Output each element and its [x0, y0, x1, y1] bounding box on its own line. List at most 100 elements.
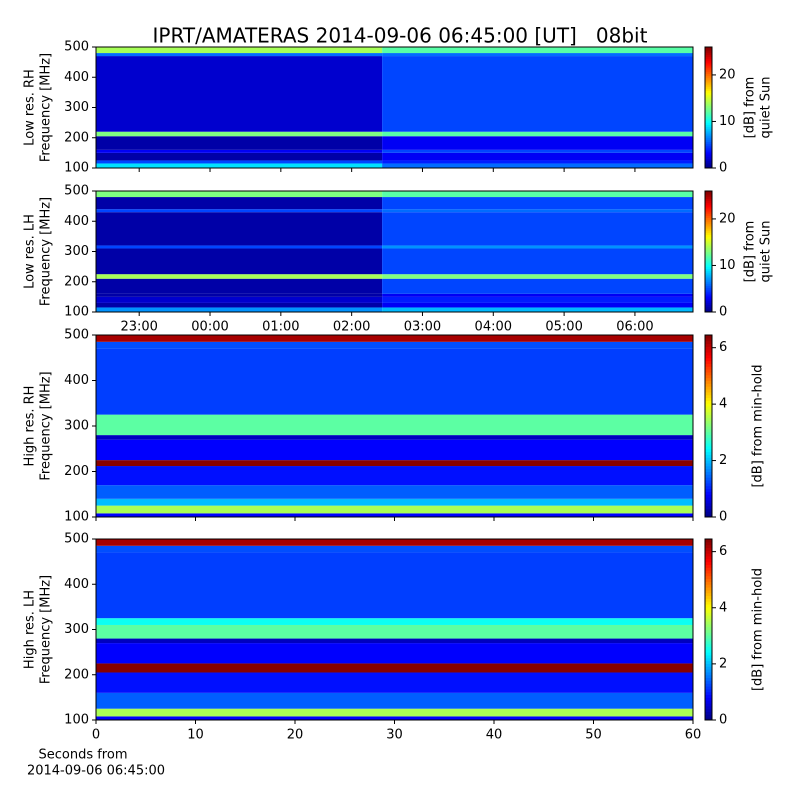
colorbar-swatch	[705, 118, 712, 122]
colorbar-swatch	[705, 426, 712, 430]
colorbar-swatch	[705, 705, 712, 710]
colorbar-swatch	[705, 578, 712, 582]
heatmap-cell	[382, 53, 693, 57]
colorbar-swatch	[705, 67, 712, 71]
x-tick-label: 10	[187, 728, 204, 743]
colorbar-swatch	[705, 192, 712, 196]
colorbar-swatch	[705, 124, 712, 127]
colorbar-label: [dB] from min-hold	[751, 364, 766, 487]
colorbar-swatch	[705, 564, 712, 568]
heatmap-cell	[96, 302, 383, 308]
heatmap-cell	[96, 692, 693, 709]
colorbar-swatch	[705, 48, 712, 52]
colorbar-swatch	[705, 389, 712, 393]
colorbar-swatch	[705, 677, 712, 681]
colorbar-swatch	[705, 202, 712, 205]
colorbar-label: [dB] from	[743, 77, 758, 139]
heatmap-cell	[382, 149, 693, 153]
colorbar-swatch	[705, 649, 712, 653]
heatmap-cell	[96, 414, 693, 436]
x-tick-label: 04:00	[475, 320, 512, 335]
colorbar-swatch	[705, 238, 712, 241]
colorbar-swatch	[705, 635, 712, 639]
heatmap-cell	[382, 293, 693, 297]
colorbar-swatch	[705, 310, 712, 313]
colorbar-tick-label: 20	[719, 67, 736, 82]
y-tick-label: 400	[64, 373, 89, 388]
colorbar-swatch	[705, 264, 712, 268]
colorbar-swatch	[705, 632, 712, 636]
colorbar-swatch	[705, 281, 712, 285]
colorbar-swatch	[705, 98, 712, 101]
heatmap-cell	[96, 539, 693, 546]
colorbar-swatch	[705, 166, 712, 169]
x-axis-label: Seconds from	[38, 748, 127, 763]
colorbar-swatch	[705, 306, 712, 309]
colorbar-swatch	[705, 604, 712, 608]
colorbar-swatch	[705, 471, 712, 475]
colorbar-swatch	[705, 686, 712, 690]
y-axis-label: Frequency [MHz]	[39, 197, 54, 306]
colorbar-tick-label: 0	[719, 305, 727, 320]
colorbar-swatch	[705, 711, 712, 715]
colorbar-swatch	[705, 491, 712, 495]
colorbar-swatch	[705, 688, 712, 693]
heatmap-cell	[382, 191, 693, 198]
colorbar-swatch	[705, 666, 712, 670]
heatmap-cell	[96, 341, 693, 349]
colorbar-swatch	[705, 337, 712, 342]
colorbar-swatch	[705, 340, 712, 345]
colorbar-swatch	[705, 276, 712, 279]
heatmap-cell	[96, 274, 383, 279]
colorbar-swatch	[705, 139, 712, 143]
colorbar-swatch	[705, 122, 712, 126]
colorbar-swatch	[705, 640, 712, 645]
colorbar-swatch	[705, 550, 712, 554]
heatmap-cell	[96, 335, 693, 342]
colorbar-swatch	[705, 204, 712, 207]
colorbar-swatch	[705, 474, 712, 478]
x-tick-label: 00:00	[191, 320, 228, 335]
colorbar-swatch	[705, 156, 712, 160]
colorbar-swatch	[705, 443, 712, 447]
colorbar-swatch	[705, 115, 712, 118]
colorbar-swatch	[705, 86, 712, 90]
colorbar-swatch	[705, 65, 712, 69]
heatmap-cell	[96, 672, 693, 693]
colorbar-swatch	[705, 274, 712, 277]
colorbar-swatch	[705, 480, 712, 484]
y-tick-label: 100	[64, 713, 89, 728]
heatmap-cell	[382, 152, 693, 161]
colorbar-swatch	[705, 257, 712, 260]
x-tick-label: 0	[92, 728, 100, 743]
colorbar-swatch	[705, 360, 712, 364]
colorbar-swatch	[705, 454, 712, 458]
x-tick-label: 50	[585, 728, 602, 743]
colorbar-swatch	[705, 541, 712, 546]
heatmap-cell	[96, 245, 383, 249]
colorbar-swatch	[705, 403, 712, 407]
colorbar-swatch	[705, 133, 712, 137]
colorbar-swatch	[705, 69, 712, 73]
colorbar-swatch	[705, 584, 712, 588]
y-tick-label: 300	[64, 419, 89, 434]
colorbar-swatch	[705, 304, 712, 307]
colorbar-swatch	[705, 208, 712, 211]
heatmap-cell	[96, 307, 383, 312]
colorbar-swatch	[705, 643, 712, 647]
colorbar-swatch	[705, 158, 712, 161]
colorbar-tick-label: 4	[719, 397, 727, 412]
y-tick-label: 200	[64, 274, 89, 289]
colorbar-swatch	[705, 300, 712, 304]
heatmap-cell	[96, 466, 693, 486]
colorbar-swatch	[705, 242, 712, 245]
colorbar-swatch	[705, 105, 712, 108]
heatmap-cell	[96, 708, 693, 717]
heatmap-cell	[96, 152, 383, 161]
colorbar-tick-label: 0	[719, 510, 727, 525]
colorbar-swatch	[705, 561, 712, 565]
colorbar-swatch	[705, 440, 712, 444]
colorbar-swatch	[705, 694, 712, 698]
colorbar-swatch	[705, 213, 712, 217]
colorbar-swatch	[705, 283, 712, 287]
